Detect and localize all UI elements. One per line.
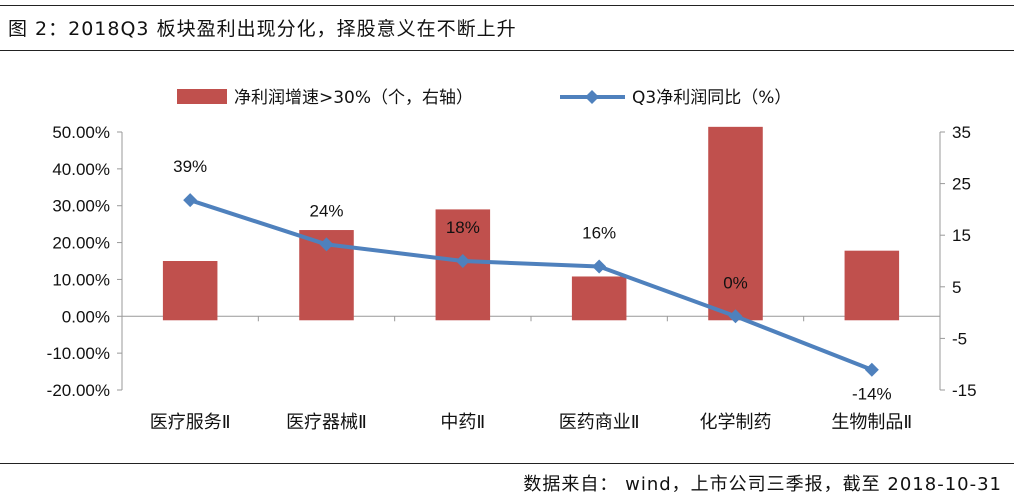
right-tick-label: -5 [952,329,967,348]
left-tick-label: -20.00% [47,381,110,400]
data-label: 0% [723,273,748,292]
top-rule [0,5,1014,6]
legend-bar-swatch [177,89,227,104]
category-label: 医疗服务Ⅱ [150,412,231,433]
right-tick-label: -15 [952,381,977,400]
title-rule [0,50,1014,51]
data-label: 18% [446,218,480,237]
line-marker [455,254,470,268]
right-tick-label: 35 [952,123,971,142]
series-line [189,198,873,372]
legend-line-label: Q3净利润同比（%） [632,88,791,108]
left-tick-label: -10.00% [47,344,110,363]
line-marker [864,362,879,377]
bar [162,261,218,321]
left-tick-label: 50.00% [52,123,110,142]
right-tick-label: 15 [952,226,971,245]
bar [844,250,900,321]
right-tick-label: 5 [952,278,961,297]
data-label: 16% [582,224,616,243]
legend-bar-label: 净利润增速>30%（个，右轴） [234,88,473,108]
data-label: 24% [309,201,343,220]
bar [571,276,627,321]
right-tick-label: 25 [952,175,971,194]
line-marker [728,309,743,324]
line-marker [319,237,334,252]
data-label: -14% [852,385,892,404]
category-label: 医药商业Ⅱ [559,412,640,433]
left-tick-label: 40.00% [52,160,110,179]
legend-line-marker [585,90,599,104]
data-label: 39% [173,157,207,176]
bar [708,126,763,321]
line-marker [183,193,198,208]
source-rule [0,463,1014,464]
category-label: 生物制品Ⅱ [831,412,912,433]
category-label: 医疗器械Ⅱ [286,412,367,433]
chart: 50.00% 40.00% 30.00% 20.00% 10.00% 0.00% -10.0… [47,88,977,433]
figure-source: 数据来自： wind，上市公司三季报，截至 2018-10-31 [523,474,1002,495]
figure-title: 图 2：2018Q3 板块盈利出现分化，择股意义在不断上升 [8,18,517,40]
category-label: 化学制药 [700,412,772,433]
left-tick-label: 20.00% [52,234,110,253]
line-marker [592,259,607,274]
left-tick-label: 30.00% [52,197,110,216]
left-tick-label: 0.00% [62,307,110,326]
category-label: 中药Ⅱ [440,412,485,433]
left-tick-label: 10.00% [52,270,110,289]
